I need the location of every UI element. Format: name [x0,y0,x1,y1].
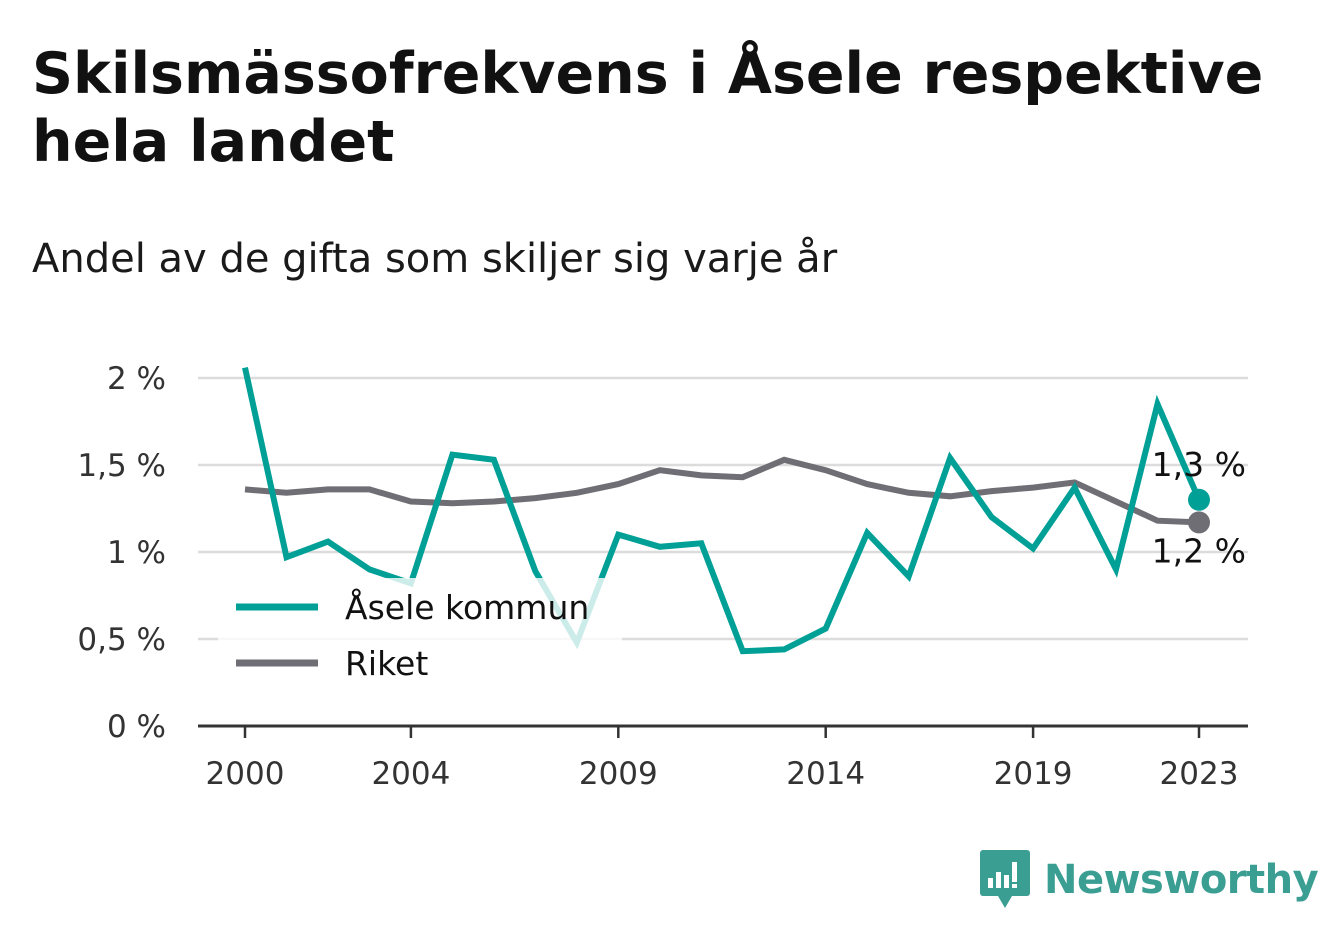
y-tick-label: 2 % [107,361,166,397]
x-tick-label: 2019 [994,756,1073,792]
x-tick-label: 2023 [1160,756,1239,792]
y-tick-label: 1,5 % [77,448,166,484]
x-tick-label: 2004 [371,756,450,792]
newsworthy-logo-icon [980,850,1030,908]
end-value-label: 1,3 % [1152,445,1246,484]
x-tick-label: 2000 [206,756,285,792]
y-tick-label: 1 % [107,535,166,571]
brand-name: Newsworthy [1044,857,1319,903]
legend-background [218,578,622,698]
y-tick-label: 0,5 % [77,622,166,658]
x-axis: 2000 2004 2009 2014 2019 2023 [198,724,1248,792]
legend: Åsele kommun Riket [218,578,622,698]
y-tick-label: 0 % [107,709,166,745]
legend-label: Riket [345,644,428,683]
y-axis-ticks: 0 % 0,5 % 1 % 1,5 % 2 % [77,361,166,745]
end-value-label: 1,2 % [1152,531,1246,570]
x-tick-label: 2009 [579,756,658,792]
chart-subtitle: Andel av de gifta som skiljer sig varje … [32,236,838,282]
chart-title: Skilsmässofrekvens i Åsele respektive he… [32,41,1264,175]
series-line-riket [244,456,1200,526]
end-point-marker [1188,488,1210,511]
newsworthy-brand: Newsworthy [980,848,1319,912]
x-tick-label: 2014 [786,756,865,792]
end-point-marker [1188,511,1210,534]
legend-label: Åsele kommun [345,587,589,627]
end-markers: 1,3 % 1,2 % [1152,445,1246,571]
